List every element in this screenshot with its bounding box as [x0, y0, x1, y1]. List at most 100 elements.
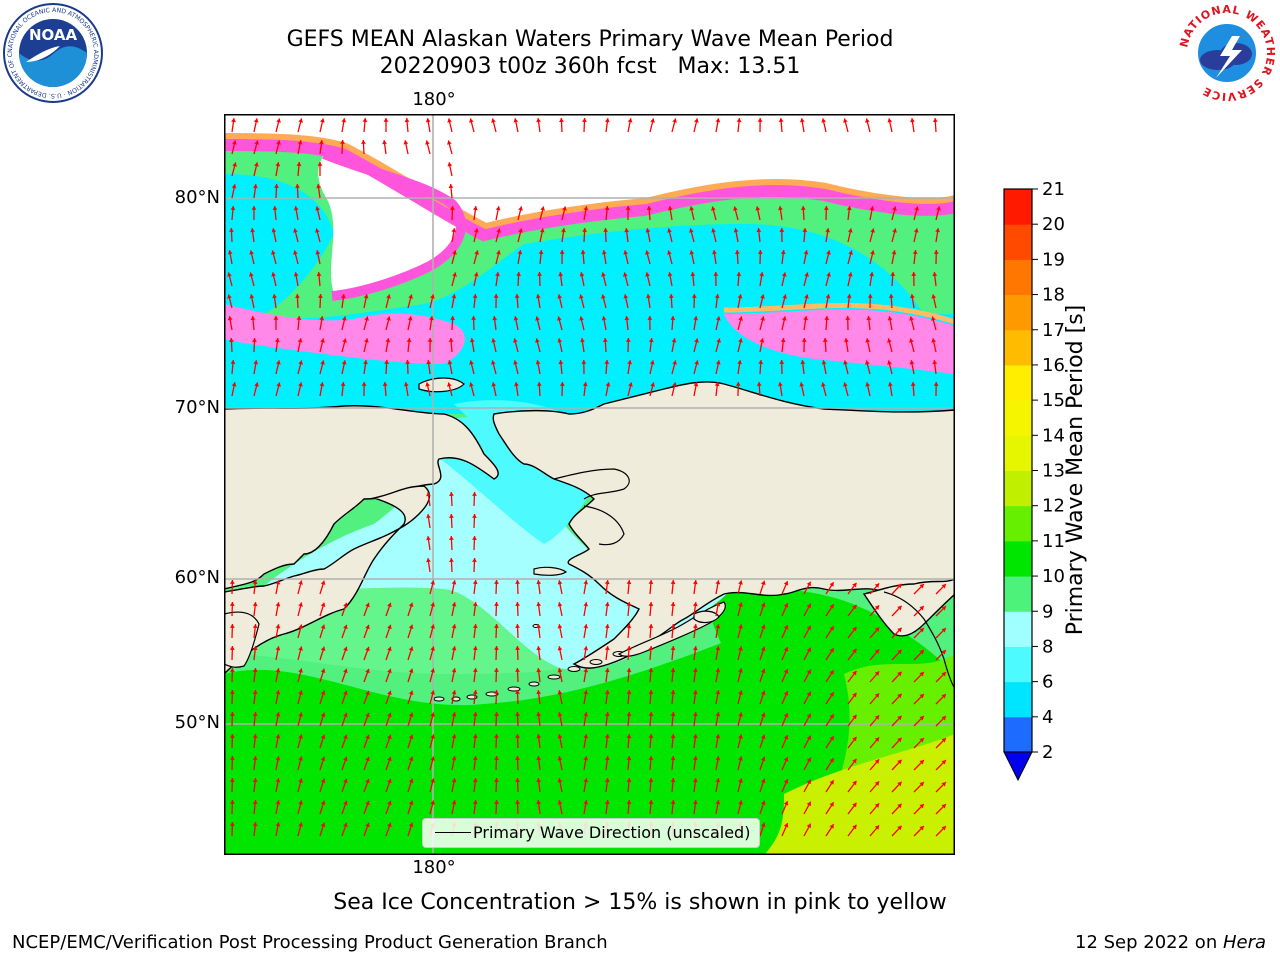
wave-vector-head	[941, 826, 946, 831]
wave-vector-head	[605, 382, 611, 387]
wave-vector-head	[252, 712, 258, 717]
wave-vector-head	[667, 250, 672, 255]
colorbar-tick-label: 18	[1042, 285, 1065, 306]
wave-vector-head	[469, 338, 475, 343]
wave-vector-head	[295, 184, 300, 188]
wave-vector-head	[580, 250, 586, 255]
wave-vector-head	[229, 800, 235, 804]
wave-vector-head	[626, 646, 632, 651]
wave-vector-head	[227, 316, 233, 321]
southeast-alaska-coast	[883, 591, 955, 690]
wave-vector-head	[648, 690, 654, 695]
wave-vector-head	[495, 272, 500, 277]
wave-vector-head	[384, 360, 390, 364]
wave-vector-head	[852, 802, 857, 808]
wave-vector-head	[581, 360, 587, 364]
wave-vector-head	[387, 800, 392, 806]
wave-vector-head	[343, 690, 348, 696]
wave-vector-head	[759, 338, 765, 343]
wave-vector-head	[254, 140, 259, 145]
wave-vector-head	[472, 778, 478, 783]
wave-vector-head	[472, 602, 478, 607]
wave-vector-head	[449, 514, 454, 518]
wave-vector-head	[386, 294, 391, 299]
graticule	[224, 114, 955, 855]
wrangel-island	[418, 377, 465, 393]
wave-vector-head	[672, 360, 677, 365]
wave-vector-head	[408, 624, 414, 630]
wave-vector-head	[365, 668, 370, 674]
wave-vector-head	[452, 250, 457, 255]
wave-vector-head	[670, 668, 676, 673]
wave-vector-head	[844, 338, 849, 343]
wave-vector-head	[852, 758, 857, 764]
wave-vector-head	[693, 316, 699, 321]
wave-vector-head	[316, 184, 321, 189]
wave-vector-head	[472, 624, 478, 629]
wave-vector-head	[341, 316, 347, 321]
wave-vector-head	[887, 118, 893, 123]
wave-vector-head	[491, 338, 497, 343]
wave-vector-head	[472, 580, 478, 585]
wave-vector-head	[513, 338, 518, 343]
wave-vector-head	[363, 294, 369, 299]
wave-vector-head	[887, 316, 893, 321]
wave-vector-head	[363, 360, 368, 365]
wave-vector-head	[738, 668, 743, 673]
wave-vector-head	[515, 602, 520, 606]
wave-vector-head	[627, 118, 633, 123]
wave-vector-head	[365, 800, 370, 806]
wave-vector-head	[738, 800, 743, 805]
wave-vector-head	[867, 294, 873, 298]
wave-vector-head	[491, 118, 496, 123]
title-line-2: 20220903 t00z 360h fcst Max: 13.51	[379, 54, 801, 79]
wave-vector-head	[919, 672, 924, 677]
wave-vector-head	[865, 360, 870, 365]
wave-vector-head	[535, 294, 541, 299]
generation-date: 12 Sep 2022 on Hera	[1075, 932, 1266, 953]
wave-vector-head	[271, 228, 277, 233]
wave-vector-head	[648, 602, 654, 607]
wave-vector-head	[582, 228, 588, 232]
wave-vector-head	[451, 712, 457, 717]
wave-vector-head	[670, 712, 676, 717]
wave-vector-head	[472, 756, 478, 761]
st-lawrence-island	[533, 566, 568, 576]
wave-vector-head	[783, 647, 789, 652]
wave-vector-head	[229, 690, 235, 694]
wave-vector-head	[738, 646, 743, 651]
wave-vector-head	[941, 628, 946, 633]
wave-vector-head	[251, 206, 257, 210]
wave-vector-head	[919, 826, 924, 831]
wave-vector-head	[715, 624, 721, 629]
wave-vector-head	[806, 581, 811, 587]
wave-vector-head	[735, 382, 741, 386]
wave-vector-head	[910, 294, 915, 299]
wave-vector-head	[276, 382, 281, 387]
wave-vector-head	[343, 712, 348, 718]
wave-vector-head	[430, 646, 435, 651]
wave-vector-head	[557, 338, 563, 343]
wave-vector-head	[778, 206, 783, 211]
wave-vector-head	[891, 250, 897, 255]
wave-vector-head	[579, 316, 584, 321]
nws-logo: NATIONAL WEATHER SERVICE	[1177, 3, 1276, 103]
wave-vector-head	[736, 272, 742, 277]
wave-vector-head	[760, 602, 766, 608]
wave-vector-head	[738, 712, 743, 717]
wave-vector-head	[320, 338, 325, 343]
wave-vector-head	[760, 668, 766, 674]
wave-vector-head	[538, 250, 544, 255]
wave-vector-head	[779, 228, 785, 232]
wave-vector-head	[472, 668, 478, 673]
wave-vector-head	[874, 781, 880, 786]
lon-label-top: 180°	[412, 89, 456, 110]
wave-vector-head	[825, 294, 831, 299]
wave-vector-head	[715, 646, 721, 651]
wave-vector-head	[799, 118, 805, 123]
wave-vector-head	[716, 338, 721, 343]
sea-ice-edge-west	[322, 149, 466, 301]
wave-vector-head	[624, 316, 630, 321]
wave-vector-head	[514, 382, 519, 387]
wave-vector-head	[227, 272, 232, 277]
